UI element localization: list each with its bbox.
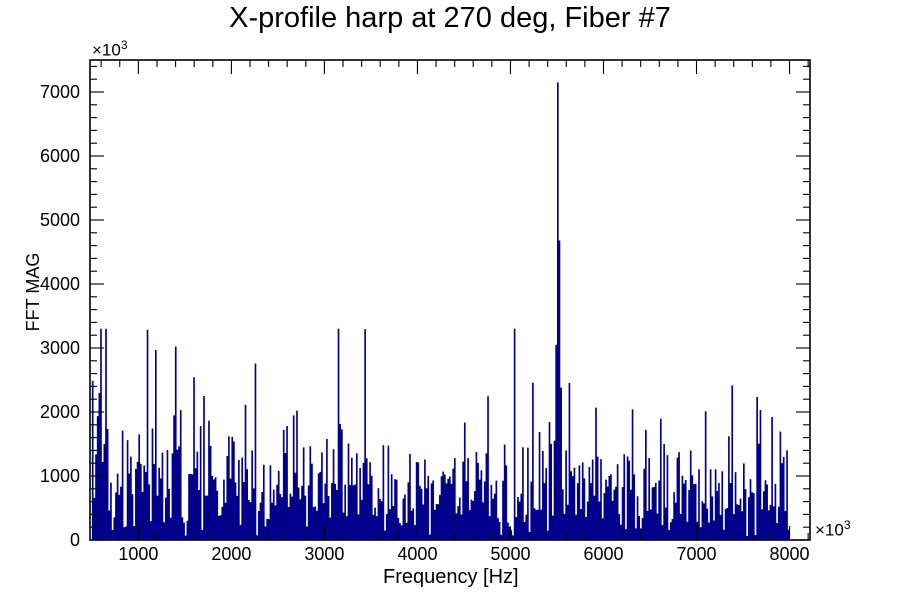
svg-text:1000: 1000 xyxy=(40,466,80,486)
svg-text:6000: 6000 xyxy=(40,146,80,166)
svg-text:8000: 8000 xyxy=(770,544,810,564)
svg-text:4000: 4000 xyxy=(40,274,80,294)
svg-text:6000: 6000 xyxy=(583,544,623,564)
svg-text:5000: 5000 xyxy=(490,544,530,564)
svg-text:3000: 3000 xyxy=(304,544,344,564)
svg-text:5000: 5000 xyxy=(40,210,80,230)
svg-text:1000: 1000 xyxy=(118,544,158,564)
svg-text:3000: 3000 xyxy=(40,338,80,358)
svg-text:0: 0 xyxy=(70,530,80,550)
svg-text:2000: 2000 xyxy=(40,402,80,422)
svg-text:2000: 2000 xyxy=(211,544,251,564)
svg-text:7000: 7000 xyxy=(676,544,716,564)
svg-text:4000: 4000 xyxy=(397,544,437,564)
svg-text:7000: 7000 xyxy=(40,82,80,102)
